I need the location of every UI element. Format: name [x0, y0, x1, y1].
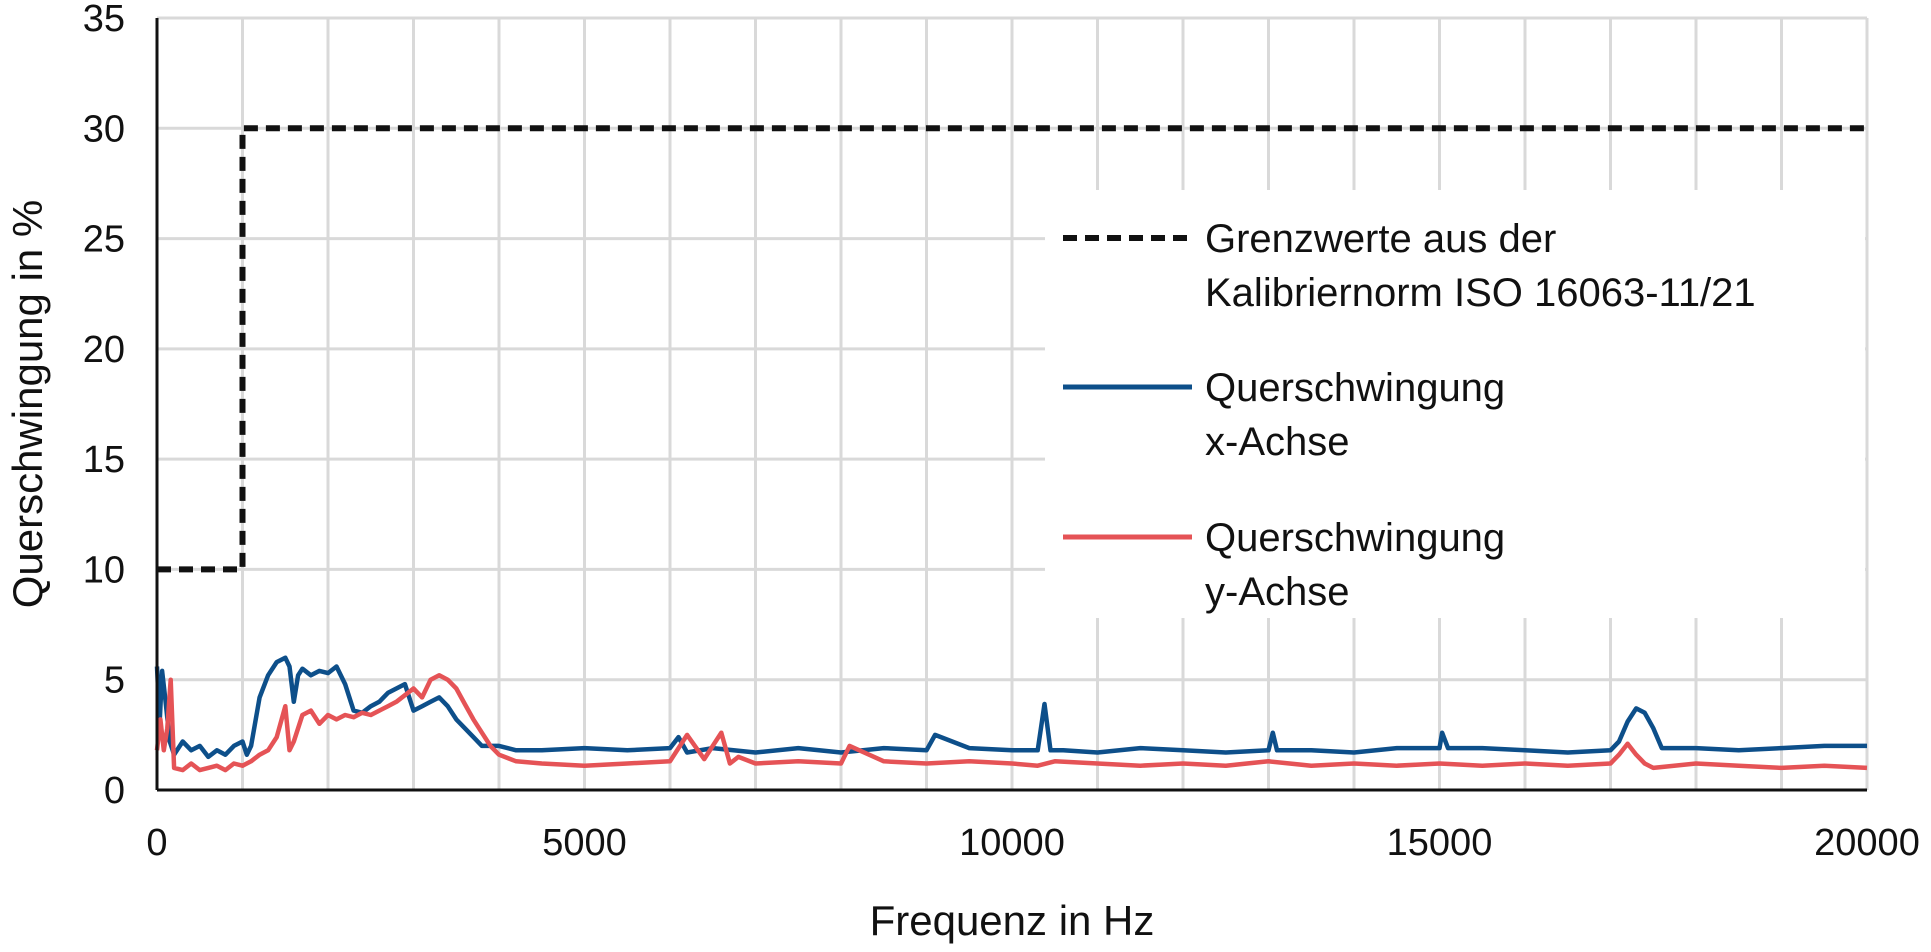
legend-label-2: y-Achse — [1205, 570, 1350, 614]
series-line-1 — [154, 655, 1867, 760]
y-tick-label: 15 — [83, 439, 125, 481]
y-tick-label: 25 — [83, 219, 125, 261]
y-tick-label: 5 — [104, 660, 125, 702]
legend-label-1: Querschwingung — [1205, 366, 1505, 410]
x-tick-label: 10000 — [959, 822, 1065, 864]
y-tick-label: 0 — [104, 770, 125, 812]
legend-background — [1045, 190, 1865, 618]
series-line-2 — [154, 673, 1868, 773]
axes — [155, 18, 1867, 792]
x-tick-label: 5000 — [542, 822, 627, 864]
y-tick-label: 30 — [83, 108, 125, 150]
x-tick-label: 20000 — [1814, 822, 1920, 864]
x-axis-title: Frequenz in Hz — [870, 897, 1155, 944]
legend-label-0: Grenzwerte aus der — [1205, 217, 1556, 261]
tick-labels: 0 5000 10000 15000 20000 0 5 10 15 20 25 30 35 — [83, 0, 1920, 864]
x-tick-label: 0 — [146, 822, 167, 864]
legend-label-0: Kalibriernorm ISO 16063-11/21 — [1205, 271, 1756, 315]
series-lines — [154, 125, 1868, 773]
y-tick-label: 20 — [83, 329, 125, 371]
legend-label-2: Querschwingung — [1205, 516, 1505, 560]
legend-label-1: x-Achse — [1205, 420, 1350, 464]
legend: Grenzwerte aus der Kalibriernorm ISO 1606… — [1063, 217, 1756, 614]
x-tick-label: 15000 — [1387, 822, 1493, 864]
y-tick-label: 35 — [83, 0, 125, 40]
y-axis-title: Querschwingung in % — [4, 200, 51, 609]
y-tick-label: 10 — [83, 549, 125, 591]
